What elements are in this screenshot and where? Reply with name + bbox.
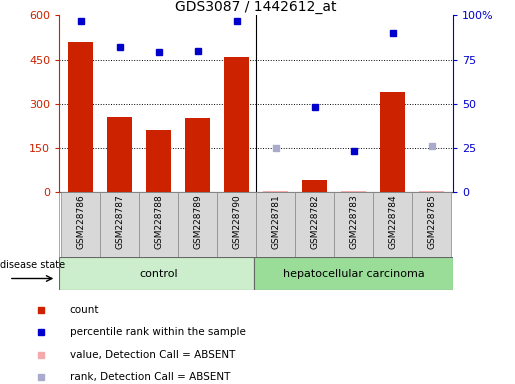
Text: percentile rank within the sample: percentile rank within the sample (70, 327, 246, 337)
Bar (185, 118, 211, 192)
Bar (419, 191, 444, 192)
Bar (254, 257, 453, 290)
Text: count: count (70, 305, 99, 314)
Text: GSM228782: GSM228782 (310, 194, 319, 248)
Bar (302, 180, 328, 192)
Text: GSM228786: GSM228786 (76, 194, 85, 249)
Text: GSM228785: GSM228785 (427, 194, 436, 249)
Bar (107, 117, 132, 192)
Text: control: control (140, 268, 178, 279)
Bar (380, 92, 405, 192)
Text: rank, Detection Call = ABSENT: rank, Detection Call = ABSENT (70, 372, 230, 382)
Bar (59, 257, 254, 290)
Bar (100, 192, 139, 257)
Text: GSM228789: GSM228789 (193, 194, 202, 249)
Bar (295, 192, 334, 257)
Bar (256, 192, 295, 257)
Text: GSM228781: GSM228781 (271, 194, 280, 249)
Text: GSM228784: GSM228784 (388, 194, 397, 248)
Bar (61, 192, 100, 257)
Text: GSM228787: GSM228787 (115, 194, 124, 249)
Text: value, Detection Call = ABSENT: value, Detection Call = ABSENT (70, 350, 235, 360)
Text: GSM228783: GSM228783 (349, 194, 358, 249)
Title: GDS3087 / 1442612_at: GDS3087 / 1442612_at (176, 0, 337, 14)
Bar (146, 130, 171, 192)
Bar (68, 42, 93, 192)
Bar (224, 56, 249, 192)
Bar (412, 192, 451, 257)
Bar (373, 192, 412, 257)
Text: hepatocellular carcinoma: hepatocellular carcinoma (283, 268, 424, 279)
Text: disease state: disease state (0, 260, 65, 270)
Bar (139, 192, 178, 257)
Bar (178, 192, 217, 257)
Bar (334, 192, 373, 257)
Text: GSM228788: GSM228788 (154, 194, 163, 249)
Bar (341, 190, 366, 192)
Bar (217, 192, 256, 257)
Text: GSM228790: GSM228790 (232, 194, 241, 249)
Bar (263, 190, 288, 192)
